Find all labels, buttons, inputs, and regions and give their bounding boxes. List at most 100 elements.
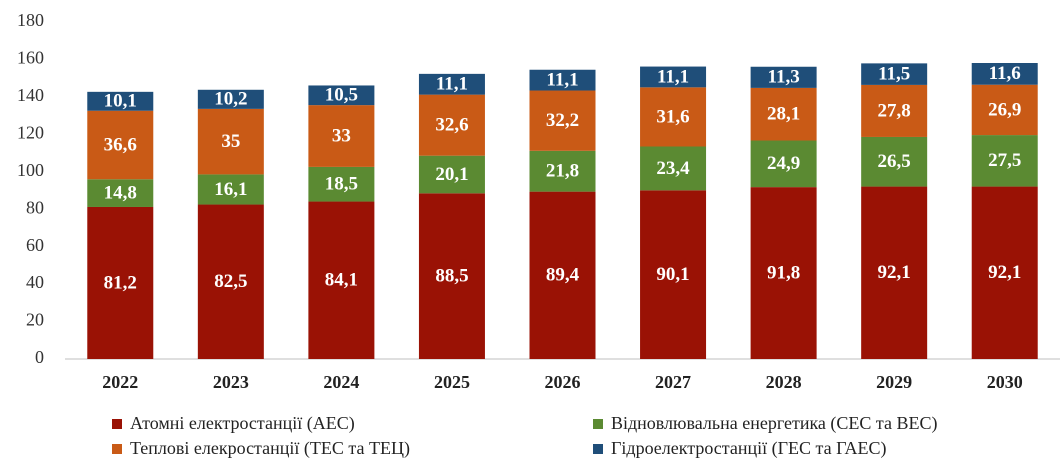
bar-segment <box>971 63 1038 85</box>
legend-label: Атомні електростанції (АЕС) <box>130 413 355 434</box>
y-tick-label: 40 <box>26 272 44 292</box>
bar-segment <box>87 179 154 207</box>
data-label: 88,5 <box>435 266 468 287</box>
data-label: 82,5 <box>214 271 247 292</box>
data-label: 11,1 <box>657 66 689 87</box>
data-label: 26,9 <box>988 99 1021 120</box>
bar-segment <box>861 84 928 137</box>
bar-segment <box>861 136 928 187</box>
data-label: 27,8 <box>878 100 911 121</box>
bar-segment <box>529 191 596 359</box>
bar-segment <box>308 201 375 359</box>
bar-segment <box>861 186 928 359</box>
x-tick-label: 2027 <box>655 372 691 392</box>
data-label: 11,5 <box>878 64 910 85</box>
bar-segment <box>971 135 1038 187</box>
data-label: 20,1 <box>435 164 468 185</box>
data-label: 11,6 <box>989 63 1021 84</box>
data-label: 28,1 <box>767 104 800 125</box>
bar-segment <box>87 110 154 180</box>
legend-marker <box>593 419 603 429</box>
data-label: 92,1 <box>878 262 911 283</box>
x-tick-label: 2023 <box>213 372 249 392</box>
data-label: 10,2 <box>214 89 247 110</box>
legend-marker <box>593 444 603 454</box>
data-label: 26,5 <box>878 151 911 172</box>
bar-segment <box>750 66 817 88</box>
x-tick-label: 2029 <box>876 372 912 392</box>
bar-segment <box>971 186 1038 359</box>
bar-segment <box>640 146 707 191</box>
data-label: 11,1 <box>546 69 578 90</box>
x-tick-label: 2022 <box>102 372 138 392</box>
bar-segment <box>640 87 707 147</box>
bar-segment <box>971 84 1038 136</box>
y-tick-label: 160 <box>17 48 44 68</box>
y-tick-label: 80 <box>26 197 44 217</box>
data-label: 84,1 <box>325 270 358 291</box>
legend-label: Гідроелектростанції (ГЕС та ГАЕС) <box>611 438 887 459</box>
data-label: 24,9 <box>767 153 800 174</box>
data-label: 11,3 <box>768 67 800 88</box>
data-label: 32,6 <box>435 115 468 136</box>
data-label: 91,8 <box>767 262 800 283</box>
data-label: 27,5 <box>988 150 1021 171</box>
bar-segment <box>87 91 154 111</box>
bar-segment <box>197 108 264 175</box>
bar-segment <box>640 66 707 88</box>
data-label: 10,1 <box>104 91 137 112</box>
data-label: 23,4 <box>656 158 690 179</box>
x-tick-label: 2024 <box>323 372 359 392</box>
data-label: 18,5 <box>325 174 358 195</box>
x-tick-label: 2028 <box>766 372 802 392</box>
y-tick-label: 140 <box>17 85 44 105</box>
bar-segment <box>197 174 264 205</box>
bar-segment <box>750 87 817 141</box>
y-tick-label: 180 <box>17 10 44 30</box>
bar-segment <box>861 63 928 85</box>
data-label: 81,2 <box>104 272 137 293</box>
data-label: 11,1 <box>436 74 468 95</box>
data-label: 35 <box>221 131 240 152</box>
data-label: 31,6 <box>656 106 689 127</box>
bar-segment <box>640 190 707 359</box>
y-tick-label: 20 <box>26 310 44 330</box>
bar-segment <box>308 85 375 106</box>
y-tick-label: 60 <box>26 235 44 255</box>
data-label: 21,8 <box>546 161 579 182</box>
bar-segment <box>418 94 485 156</box>
legend-marker <box>112 419 122 429</box>
data-label: 90,1 <box>656 264 689 285</box>
bar-segment <box>87 206 154 359</box>
data-label: 89,4 <box>546 265 580 286</box>
data-label: 33 <box>332 125 351 146</box>
y-tick-label: 120 <box>17 122 44 142</box>
data-label: 10,5 <box>325 85 358 106</box>
bar-segment <box>529 69 596 91</box>
bar-segment <box>529 150 596 192</box>
y-tick-label: 100 <box>17 160 44 180</box>
legend-marker <box>112 444 122 454</box>
bar-segment <box>529 90 596 151</box>
legend-label: Відновлювальна енергетика (СЕС та ВЕС) <box>611 413 938 434</box>
x-tick-label: 2025 <box>434 372 470 392</box>
data-label: 16,1 <box>214 179 247 200</box>
x-tick-label: 2026 <box>545 372 581 392</box>
bar-segment <box>418 73 485 95</box>
bar-segment <box>418 193 485 359</box>
bar-segment <box>197 89 264 109</box>
bar-segment <box>308 166 375 202</box>
data-label: 92,1 <box>988 262 1021 283</box>
legend-label: Теплові елекростанції (ТЕС та ТЕЦ) <box>130 438 410 459</box>
data-label: 36,6 <box>104 134 137 155</box>
data-label: 14,8 <box>104 182 137 203</box>
bar-segment <box>418 155 485 194</box>
bar-segment <box>308 105 375 167</box>
data-label: 32,2 <box>546 110 579 131</box>
x-tick-label: 2030 <box>987 372 1023 392</box>
bar-segment <box>750 140 817 188</box>
bar-segment <box>197 204 264 359</box>
y-tick-label: 0 <box>35 347 44 367</box>
bar-segment <box>750 187 817 359</box>
